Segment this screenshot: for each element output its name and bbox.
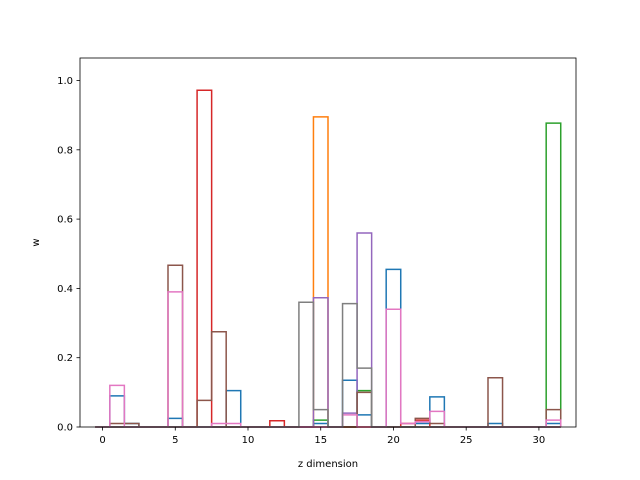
x-tick-label: 0 bbox=[99, 435, 105, 446]
x-tick-label: 30 bbox=[533, 435, 546, 446]
y-tick-label: 0.0 bbox=[57, 423, 73, 434]
x-axis: 0 5 10 15 20 25 30 bbox=[99, 427, 545, 446]
y-tick-label: 0.2 bbox=[57, 353, 73, 364]
y-axis: 0.0 0.2 0.4 0.6 0.8 1.0 bbox=[57, 76, 80, 434]
y-axis-label: w bbox=[31, 238, 42, 246]
y-tick-label: 0.4 bbox=[57, 284, 73, 295]
x-axis-label: z dimension bbox=[298, 459, 358, 470]
x-tick-label: 25 bbox=[460, 435, 473, 446]
plot-frame bbox=[79, 57, 577, 428]
x-tick-label: 5 bbox=[172, 435, 178, 446]
x-tick-label: 10 bbox=[242, 435, 255, 446]
y-tick-label: 0.8 bbox=[57, 145, 73, 156]
x-tick-label: 15 bbox=[314, 435, 327, 446]
y-tick-label: 0.6 bbox=[57, 215, 73, 226]
x-tick-label: 20 bbox=[387, 435, 400, 446]
y-tick-label: 1.0 bbox=[57, 76, 73, 87]
